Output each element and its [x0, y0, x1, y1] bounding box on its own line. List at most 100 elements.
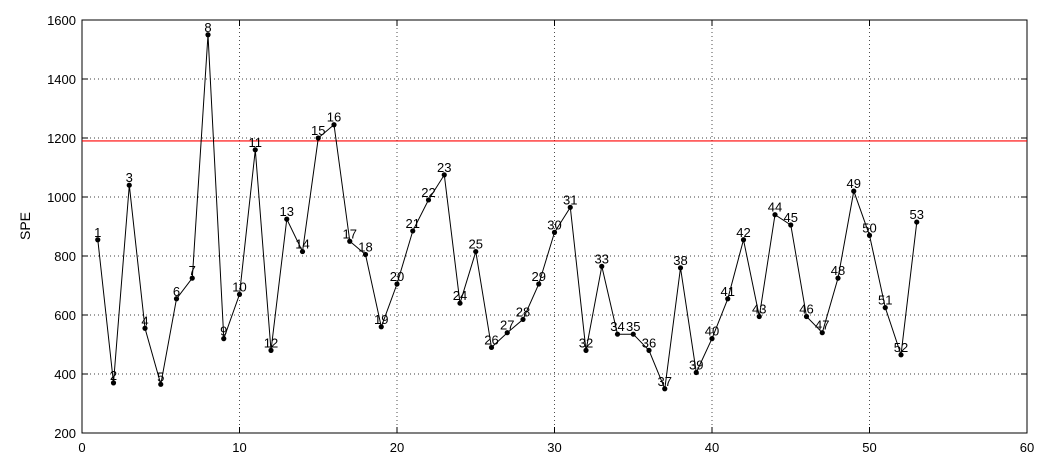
data-point-label: 51: [878, 293, 892, 308]
data-point: [347, 238, 353, 244]
data-point-label: 29: [532, 269, 546, 284]
data-point-label: 10: [232, 279, 246, 294]
data-point-label: 20: [390, 269, 404, 284]
data-point: [914, 219, 920, 225]
data-point: [803, 313, 810, 320]
data-point: [725, 296, 731, 302]
y-tick-label: 1000: [47, 190, 76, 205]
data-point-label: 22: [421, 185, 435, 200]
data-point-label: 37: [658, 374, 672, 389]
data-point: [236, 291, 243, 297]
data-point-label: 32: [579, 335, 593, 350]
data-point-label: 42: [736, 225, 750, 240]
data-point: [709, 336, 715, 342]
y-tick-label: 200: [54, 426, 76, 441]
data-point: [599, 263, 605, 269]
data-point-label: 50: [862, 220, 876, 235]
data-point: [677, 265, 684, 271]
data-point: [126, 182, 132, 188]
data-point: [299, 248, 306, 255]
data-point: [110, 380, 117, 386]
data-point-label: 52: [894, 340, 908, 355]
data-point-label: 7: [189, 263, 196, 278]
data-point-label: 26: [484, 332, 498, 347]
data-point: [95, 237, 101, 243]
data-point-label: 13: [280, 204, 294, 219]
data-point-label: 40: [705, 324, 719, 339]
x-tick-label: 40: [705, 440, 719, 455]
x-tick-label: 10: [232, 440, 246, 455]
data-point-label: 5: [157, 369, 164, 384]
x-tick-label: 30: [547, 440, 561, 455]
point-labels: 1234567891011121314151617181920212223242…: [94, 20, 924, 389]
data-point: [614, 331, 621, 337]
data-point-label: 11: [249, 135, 263, 150]
data-point-label: 49: [847, 176, 861, 191]
data-point-label: 31: [563, 192, 577, 207]
data-point-label: 19: [374, 312, 388, 327]
axis-ticks: 0 10 20 30 40 50 60 200 400 600 800 1000 1200 1400 160…: [47, 13, 1034, 455]
y-tick-label: 400: [54, 367, 76, 382]
data-point-label: 25: [469, 237, 483, 252]
data-point-label: 21: [406, 216, 420, 231]
data-point: [851, 188, 857, 194]
data-point: [756, 313, 762, 320]
y-tick-label: 600: [54, 308, 76, 323]
data-point-label: 46: [799, 301, 813, 316]
data-point-label: 33: [595, 251, 609, 266]
data-point-label: 9: [220, 324, 227, 339]
data-point-label: 16: [327, 110, 341, 125]
data-point-label: 41: [721, 284, 735, 299]
data-point: [630, 331, 636, 337]
x-tick-label: 20: [390, 440, 404, 455]
data-point: [362, 251, 369, 258]
data-point-label: 35: [626, 319, 640, 334]
data-point-label: 30: [547, 217, 561, 232]
data-point: [221, 336, 227, 342]
data-point: [378, 324, 384, 330]
data-point: [882, 305, 888, 311]
data-point: [504, 330, 510, 336]
x-tick-label: 50: [862, 440, 876, 455]
data-point-label: 45: [784, 210, 798, 225]
data-point-label: 43: [752, 301, 766, 316]
data-point-label: 17: [343, 226, 357, 241]
data-point: [252, 147, 258, 153]
y-tick-label: 800: [54, 249, 76, 264]
data-point: [866, 232, 873, 238]
data-point-label: 27: [500, 318, 514, 333]
data-point-label: 12: [264, 335, 278, 350]
data-point-label: 53: [910, 207, 924, 222]
data-point: [583, 347, 589, 353]
data-point-label: 39: [689, 358, 703, 373]
x-tick-label: 0: [78, 440, 85, 455]
data-point: [898, 352, 904, 358]
data-point: [567, 204, 573, 210]
data-point: [662, 386, 668, 392]
data-point-label: 47: [815, 318, 829, 333]
x-tick-label: 60: [1020, 440, 1034, 455]
data-point: [551, 229, 558, 235]
data-point: [457, 300, 463, 306]
data-point-label: 6: [173, 284, 180, 299]
data-points: [95, 32, 920, 392]
data-point: [284, 216, 290, 222]
data-point: [205, 32, 211, 38]
data-point: [441, 172, 447, 178]
data-point: [819, 330, 825, 336]
data-point-label: 3: [126, 170, 133, 185]
data-point: [536, 281, 542, 287]
data-point-label: 38: [673, 253, 687, 268]
data-point: [331, 122, 337, 128]
data-point: [473, 248, 479, 255]
data-point: [788, 222, 794, 228]
data-point-label: 2: [110, 368, 117, 383]
data-point-label: 36: [642, 335, 656, 350]
data-point-label: 14: [295, 237, 309, 252]
data-point-label: 15: [311, 123, 325, 138]
data-point: [410, 228, 416, 234]
data-point: [520, 316, 526, 323]
grid-lines: [82, 20, 1027, 433]
data-point-label: 44: [768, 200, 782, 215]
